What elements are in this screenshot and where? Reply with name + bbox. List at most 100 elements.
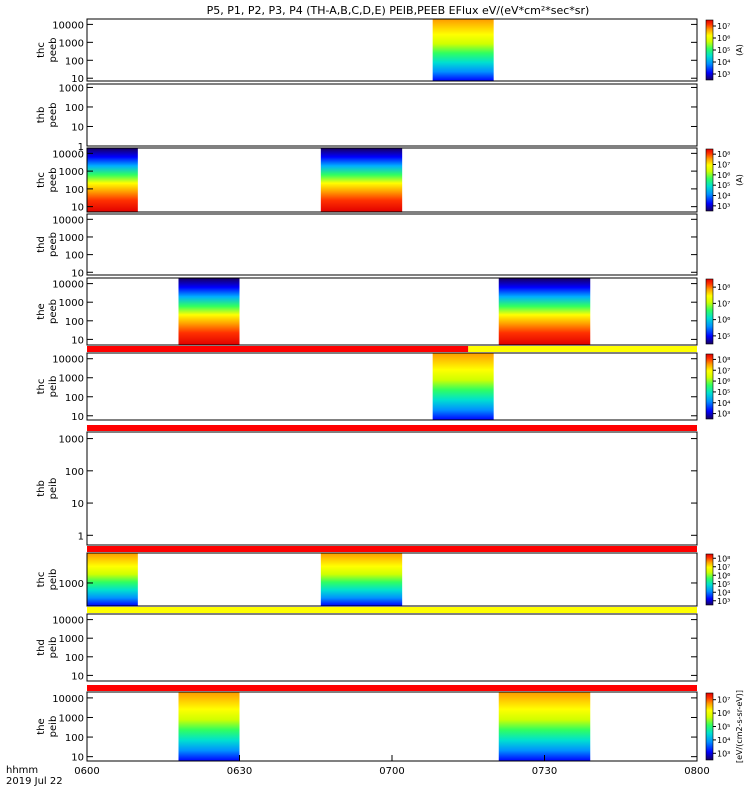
y-label-species: peeb [48, 168, 59, 193]
y-label-species: peib [48, 569, 59, 591]
panel-frame [86, 552, 698, 607]
spectrogram-block-0 [432, 19, 494, 81]
time-axis: 0600 0630 0700 0730 0800 [74, 755, 710, 777]
y-tick-label: 1000 [59, 579, 84, 590]
y-tick-label: 10 [71, 412, 84, 423]
chart-title: P5, P1, P2, P3, P4 (TH-A,B,C,D,E) PEIB,P… [207, 4, 590, 17]
panel-frame [86, 18, 698, 82]
y-label-species: peib [48, 637, 59, 659]
quality-band-0 [87, 425, 697, 431]
colorbar-tick-label: 10³ [717, 410, 730, 419]
x-tick-label: 0800 [684, 766, 709, 777]
y-tick-label: 10000 [52, 355, 84, 366]
panel-thb-peeb-1: 1 10 100 1000 thb peeb [36, 83, 698, 153]
colorbar-units: (A) [735, 44, 744, 56]
colorbar-tick-label: 10⁷ [717, 366, 730, 375]
colorbar-tick-label: 10⁴ [717, 192, 730, 201]
panel-frame [86, 352, 698, 421]
colorbar-tick-label: 10³ [717, 749, 730, 758]
y-label-probe: the [36, 303, 47, 319]
y-tick-label: 1000 [59, 435, 84, 446]
y-tick-label: 1000 [59, 167, 84, 178]
colorbar-tick-label: 10⁵ [717, 46, 730, 55]
colorbar-tick-label: 10⁶ [717, 316, 730, 325]
y-label-probe: thb [36, 480, 47, 497]
colorbar-tick-label: 10⁵ [717, 723, 730, 732]
y-label-species: peeb [48, 232, 59, 257]
y-tick-label: 10 [71, 753, 84, 764]
spectrogram-block-0 [87, 148, 138, 212]
y-tick-label: 10 [71, 74, 84, 85]
y-tick-label: 10000 [52, 20, 84, 31]
panel-frame [86, 277, 698, 346]
colorbar [705, 148, 714, 212]
spectrogram-block-0 [178, 692, 240, 761]
y-tick-label: 1000 [59, 298, 84, 309]
y-label-species: peib [48, 716, 59, 738]
quality-band-0 [87, 685, 697, 691]
colorbar-tick-label: 10⁸ [717, 355, 730, 364]
panel-the-peeb-4: 10 100 1000 10000 the peeb 10⁵ 10⁶ 10⁷ 10⁸ [36, 277, 730, 346]
y-tick-label: 10000 [52, 280, 84, 291]
y-tick-label: 1000 [59, 374, 84, 385]
y-label-species: peib [48, 478, 59, 500]
x-tick-label: 0730 [532, 766, 557, 777]
colorbar-tick-label: 10³ [717, 597, 730, 606]
quality-band-0 [87, 607, 697, 613]
spectrogram-block-1 [498, 278, 591, 345]
y-label-probe: thd [36, 236, 47, 253]
colorbar-units: (A) [735, 174, 744, 186]
colorbar [705, 19, 714, 81]
colorbar-tick-label: 10⁷ [717, 563, 730, 572]
y-tick-label: 10 [71, 203, 84, 214]
spectrogram-block-1 [498, 692, 591, 761]
y-tick-label: 1 [78, 142, 84, 153]
y-tick-label: 10000 [52, 616, 84, 627]
colorbar-tick-label: 10⁷ [717, 22, 730, 31]
y-tick-label: 100 [65, 733, 84, 744]
y-tick-label: 100 [65, 103, 84, 114]
panel-frame [86, 147, 698, 213]
colorbar-tick-label: 10⁶ [717, 34, 730, 43]
x-tick-label: 0630 [227, 766, 252, 777]
y-label-species: peib [48, 376, 59, 398]
colorbar-tick-label: 10⁵ [717, 332, 730, 341]
panel-thc-peib-5: 10 100 1000 10000 thc peib 10³ 10⁴ 10⁵ 10⁶ 10⁷ 10⁸ [36, 346, 730, 423]
colorbar-tick-label: 10⁶ [717, 377, 730, 386]
colorbar [705, 692, 714, 761]
y-label-species: peeb [48, 103, 59, 128]
colorbar-tick-label: 10³ [717, 202, 730, 211]
y-tick-label: 10 [71, 335, 84, 346]
quality-band-0 [87, 546, 697, 552]
y-tick-label: 10 [71, 268, 84, 279]
colorbar-tick-label: 10⁴ [717, 736, 730, 745]
panel-the-peib-9: 10 100 1000 10000 the peib 10³ 10⁴ 10⁵ 10⁶ 10⁷ [eV/… [36, 685, 744, 764]
colorbar-tick-label: 10⁴ [717, 399, 730, 408]
panel-thb-peib-6: 1 10 100 1000 thb peib [36, 425, 698, 546]
spectrogram-block-0 [432, 353, 494, 420]
y-label-probe: thb [36, 107, 47, 124]
colorbar-tick-label: 10⁵ [717, 181, 730, 190]
panel-frame [86, 213, 698, 276]
spectrogram-block-1 [320, 148, 403, 212]
colorbar-tick-label: 10⁸ [717, 283, 730, 292]
y-tick-label: 10000 [52, 149, 84, 160]
colorbar-tick-label: 10⁸ [717, 554, 730, 563]
panel-thd-peeb-3: 10 100 1000 10000 thd peeb [36, 213, 698, 279]
y-tick-label: 1000 [59, 713, 84, 724]
y-tick-label: 10 [71, 122, 84, 133]
x-tick-label: 0700 [379, 766, 404, 777]
y-tick-label: 100 [65, 393, 84, 404]
y-label-species: peeb [48, 299, 59, 324]
y-tick-label: 100 [65, 467, 84, 478]
x-corner-label-date: 2019 Jul 22 [6, 776, 63, 787]
spectrogram-block-0 [178, 278, 240, 345]
colorbar-tick-label: 10⁵ [717, 580, 730, 589]
y-label-probe: thc [36, 572, 47, 588]
colorbar-tick-label: 10⁷ [717, 696, 730, 705]
colorbar [705, 278, 714, 345]
